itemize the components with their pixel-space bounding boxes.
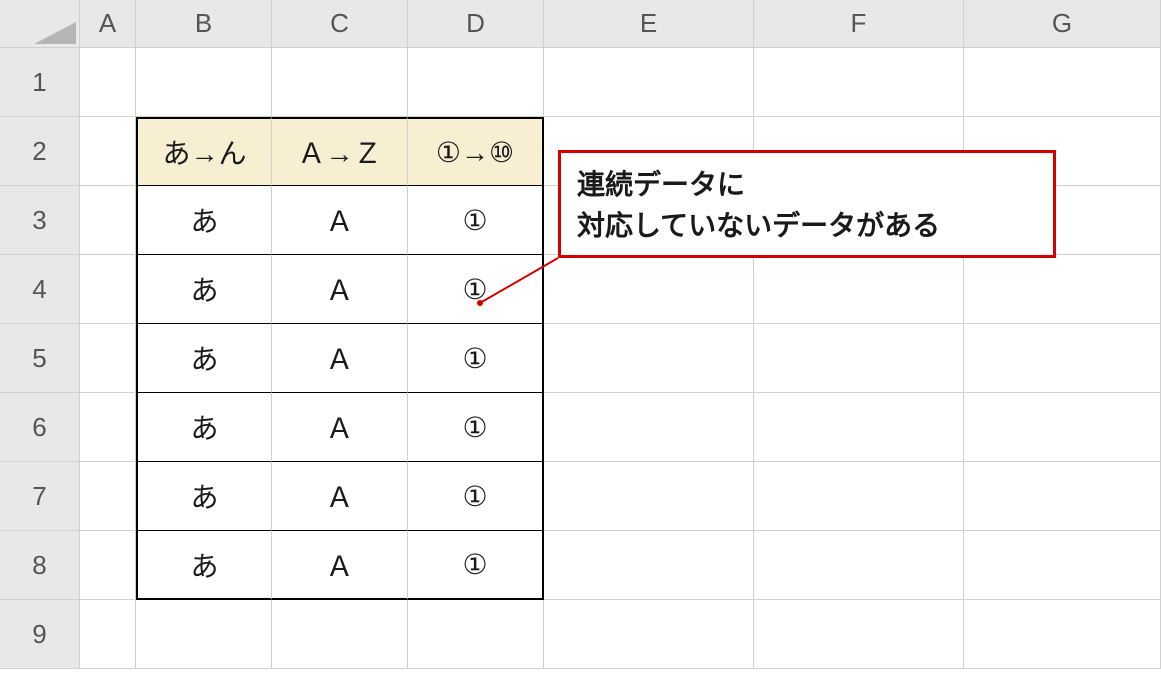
spreadsheet-grid[interactable]: ABCDEFG12あ→んＡ→Ｚ①→⑩3あＡ①4あＡ①5あＡ①6あＡ①7あＡ①8あ… bbox=[0, 0, 1161, 674]
column-header-F[interactable]: F bbox=[754, 0, 964, 48]
cell-D6[interactable]: ① bbox=[408, 393, 544, 462]
row-header-4[interactable]: 4 bbox=[0, 255, 80, 324]
cell-F7[interactable] bbox=[754, 462, 964, 531]
cell-A6[interactable] bbox=[80, 393, 136, 462]
cell-A1[interactable] bbox=[80, 48, 136, 117]
cell-E6[interactable] bbox=[544, 393, 754, 462]
cell-C5[interactable]: Ａ bbox=[272, 324, 408, 393]
row-header-7[interactable]: 7 bbox=[0, 462, 80, 531]
cell-E4[interactable] bbox=[544, 255, 754, 324]
cell-F8[interactable] bbox=[754, 531, 964, 600]
cell-G5[interactable] bbox=[964, 324, 1161, 393]
cell-D3[interactable]: ① bbox=[408, 186, 544, 255]
cell-A9[interactable] bbox=[80, 600, 136, 669]
cell-B7[interactable]: あ bbox=[136, 462, 272, 531]
cell-E9[interactable] bbox=[544, 600, 754, 669]
cell-B6[interactable]: あ bbox=[136, 393, 272, 462]
cell-B9[interactable] bbox=[136, 600, 272, 669]
cell-C4[interactable]: Ａ bbox=[272, 255, 408, 324]
cell-D9[interactable] bbox=[408, 600, 544, 669]
column-header-B[interactable]: B bbox=[136, 0, 272, 48]
cell-C1[interactable] bbox=[272, 48, 408, 117]
cell-D1[interactable] bbox=[408, 48, 544, 117]
cell-B1[interactable] bbox=[136, 48, 272, 117]
row-header-1[interactable]: 1 bbox=[0, 48, 80, 117]
cell-A3[interactable] bbox=[80, 186, 136, 255]
cell-F4[interactable] bbox=[754, 255, 964, 324]
cell-G1[interactable] bbox=[964, 48, 1161, 117]
cell-D4[interactable]: ① bbox=[408, 255, 544, 324]
cell-E5[interactable] bbox=[544, 324, 754, 393]
cell-G6[interactable] bbox=[964, 393, 1161, 462]
callout-line-2: 対応していないデータがある bbox=[577, 206, 1037, 247]
cell-E1[interactable] bbox=[544, 48, 754, 117]
cell-F6[interactable] bbox=[754, 393, 964, 462]
cell-G9[interactable] bbox=[964, 600, 1161, 669]
column-header-D[interactable]: D bbox=[408, 0, 544, 48]
row-header-5[interactable]: 5 bbox=[0, 324, 80, 393]
cell-A4[interactable] bbox=[80, 255, 136, 324]
select-all-corner[interactable] bbox=[0, 0, 80, 48]
column-header-C[interactable]: C bbox=[272, 0, 408, 48]
cell-C9[interactable] bbox=[272, 600, 408, 669]
cell-D7[interactable]: ① bbox=[408, 462, 544, 531]
cell-C8[interactable]: Ａ bbox=[272, 531, 408, 600]
row-header-8[interactable]: 8 bbox=[0, 531, 80, 600]
cell-G7[interactable] bbox=[964, 462, 1161, 531]
cell-A7[interactable] bbox=[80, 462, 136, 531]
cell-G4[interactable] bbox=[964, 255, 1161, 324]
column-header-E[interactable]: E bbox=[544, 0, 754, 48]
row-header-9[interactable]: 9 bbox=[0, 600, 80, 669]
cell-B5[interactable]: あ bbox=[136, 324, 272, 393]
row-header-3[interactable]: 3 bbox=[0, 186, 80, 255]
cell-B3[interactable]: あ bbox=[136, 186, 272, 255]
column-header-A[interactable]: A bbox=[80, 0, 136, 48]
cell-A2[interactable] bbox=[80, 117, 136, 186]
callout-line-1: 連続データに bbox=[577, 165, 1037, 206]
cell-B2[interactable]: あ→ん bbox=[136, 117, 272, 186]
cell-D5[interactable]: ① bbox=[408, 324, 544, 393]
cell-B8[interactable]: あ bbox=[136, 531, 272, 600]
row-header-6[interactable]: 6 bbox=[0, 393, 80, 462]
cell-F5[interactable] bbox=[754, 324, 964, 393]
cell-A8[interactable] bbox=[80, 531, 136, 600]
row-header-2[interactable]: 2 bbox=[0, 117, 80, 186]
cell-G8[interactable] bbox=[964, 531, 1161, 600]
callout-box: 連続データに 対応していないデータがある bbox=[558, 150, 1056, 258]
cell-C3[interactable]: Ａ bbox=[272, 186, 408, 255]
cell-C7[interactable]: Ａ bbox=[272, 462, 408, 531]
cell-B4[interactable]: あ bbox=[136, 255, 272, 324]
cell-E7[interactable] bbox=[544, 462, 754, 531]
cell-E8[interactable] bbox=[544, 531, 754, 600]
cell-F1[interactable] bbox=[754, 48, 964, 117]
cell-D8[interactable]: ① bbox=[408, 531, 544, 600]
cell-C2[interactable]: Ａ→Ｚ bbox=[272, 117, 408, 186]
cell-D2[interactable]: ①→⑩ bbox=[408, 117, 544, 186]
cell-A5[interactable] bbox=[80, 324, 136, 393]
cell-F9[interactable] bbox=[754, 600, 964, 669]
cell-C6[interactable]: Ａ bbox=[272, 393, 408, 462]
column-header-G[interactable]: G bbox=[964, 0, 1161, 48]
